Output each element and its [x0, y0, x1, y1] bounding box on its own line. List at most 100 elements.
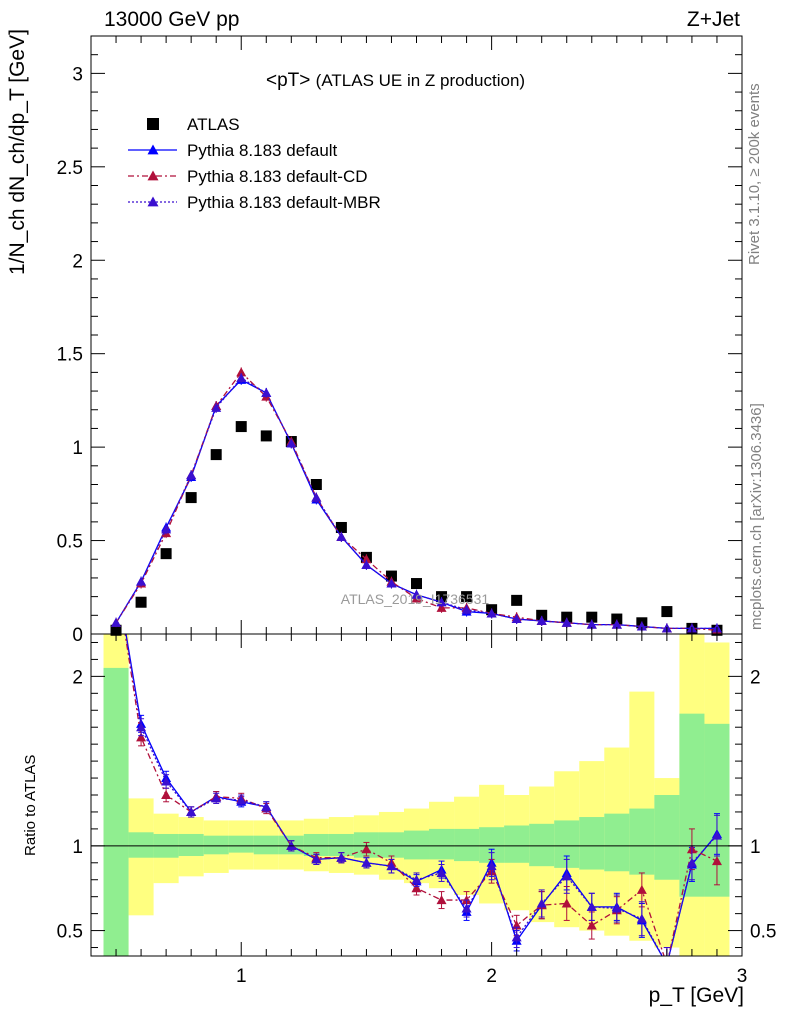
- y-tick-label-ratio: 1: [72, 837, 83, 858]
- atlas-data-point: [511, 594, 523, 606]
- atlas-data-point: [335, 521, 347, 533]
- y-tick-label-ratio-right: 2: [750, 667, 761, 688]
- main-subtitle: (ATLAS UE in Z production): [315, 71, 526, 90]
- ratio-series-point-2: [561, 871, 572, 881]
- main-series-point-3: [261, 387, 272, 397]
- ratio-series-point-2: [236, 795, 247, 805]
- main-series-point-3: [511, 614, 522, 624]
- beam-label: 13000 GeV pp: [104, 8, 240, 31]
- main-series-point-3: [186, 470, 197, 480]
- legend-label: Pythia 8.183 default-CD: [187, 167, 368, 186]
- ratio-series-point-2: [261, 801, 272, 811]
- ratio-series-point-2: [636, 913, 647, 923]
- band-1sigma-bin-5: [228, 835, 254, 853]
- ratio-series-point-1: [411, 883, 422, 893]
- ratio-series-point-0: [662, 959, 672, 968]
- legend-label: ATLAS: [187, 115, 240, 134]
- y-tick-label-main: 1.5: [57, 345, 83, 366]
- atlas-data-point: [611, 613, 623, 625]
- main-series-point-3: [486, 608, 497, 618]
- band-1sigma-bin-21: [629, 808, 655, 875]
- band-1sigma-bin-16: [504, 825, 530, 863]
- main-series-point-2: [236, 367, 247, 377]
- ratio-series-group: [111, 570, 722, 968]
- main-series-point-3: [561, 617, 572, 627]
- mcplots-label: mcplots.cern.ch [arXiv:1306.3436]: [748, 403, 765, 630]
- atlas-data-point: [586, 611, 598, 623]
- ratio-series-point-2: [136, 722, 147, 732]
- atlas-data-point: [411, 578, 422, 590]
- atlas-data-point: [235, 421, 247, 433]
- main-series-point-3: [286, 438, 297, 448]
- main-series-group: [110, 367, 723, 636]
- main-series-point-3: [211, 402, 222, 412]
- atlas-data-point: [185, 492, 197, 504]
- ratio-uncertainty-bands: [103, 634, 730, 956]
- band-1sigma-bin-6: [253, 835, 279, 855]
- atlas-data-point: [385, 570, 397, 582]
- band-1sigma-bin-20: [604, 813, 630, 872]
- ratio-series-point-0: [111, 570, 121, 579]
- main-plot-title: <pT> (ATLAS UE in Z production): [266, 70, 525, 92]
- ratio-series-point-2: [662, 959, 672, 968]
- band-1sigma-bin-22: [654, 795, 680, 880]
- band-1sigma-bin-8: [303, 833, 329, 857]
- y-tick-label-main: 2: [72, 251, 83, 272]
- y-axis-label-ratio: Ratio to ATLAS: [22, 755, 39, 856]
- y-axis-label-main-text: 1/N_ch dN_ch/dp_T [GeV]: [6, 29, 29, 275]
- x-tick-label: 3: [737, 966, 748, 987]
- main-series-point-3: [136, 576, 147, 586]
- ratio-series-point-1: [586, 920, 597, 930]
- band-1sigma-bin-9: [328, 833, 354, 857]
- band-1sigma-bin-14: [454, 828, 480, 862]
- rivet-version-label: Rivet 3.1.10, ≥ 200k events: [746, 83, 763, 265]
- band-1sigma-bin-4: [203, 835, 229, 855]
- legend-label: Pythia 8.183 default-MBR: [187, 193, 381, 212]
- y-tick-label-main: 0: [72, 625, 83, 646]
- y-axis-label-main: 1/N_ch dN_ch/dp_T [GeV]: [6, 29, 30, 275]
- atlas-data-point: [135, 596, 147, 608]
- main-series-point-3: [161, 524, 172, 534]
- ratio-series-point-2: [311, 854, 322, 864]
- atlas-data-point: [436, 591, 448, 603]
- ratio-series-point-2: [161, 776, 172, 786]
- process-label: Z+Jet: [686, 8, 740, 31]
- y-tick-label-main: 0.5: [57, 532, 83, 553]
- main-series-point-3: [611, 619, 622, 629]
- ratio-series-point-2: [411, 874, 422, 884]
- x-axis-label-text: p_T [GeV]: [648, 984, 744, 1007]
- ratio-series-point-1: [361, 844, 372, 854]
- main-series-point-3: [436, 597, 447, 607]
- ratio-series-point-2: [486, 861, 497, 871]
- x-tick-label: 1: [236, 966, 247, 987]
- ratio-series-point-2: [511, 932, 522, 942]
- atlas-data-point: [260, 430, 272, 442]
- ratio-series-point-2: [711, 830, 722, 840]
- y-tick-label-ratio: 0.5: [57, 922, 83, 943]
- y-tick-label-main: 3: [72, 64, 83, 85]
- atlas-data-point: [561, 611, 573, 623]
- y-axis-label-ratio-text: Ratio to ATLAS: [22, 754, 39, 856]
- ratio-series-point-1: [111, 570, 121, 579]
- atlas-data-point: [661, 606, 673, 618]
- ratio-series-point-2: [461, 903, 472, 913]
- main-series-point-3: [411, 589, 422, 599]
- legend-marker: [147, 196, 159, 207]
- band-1sigma-bin-13: [429, 828, 455, 860]
- band-1sigma-bin-17: [529, 823, 555, 867]
- ratio-series-point-2: [361, 857, 372, 867]
- ratio-series-point-1: [561, 898, 572, 908]
- main-title: <pT>: [266, 70, 311, 91]
- tick-labels: 1 2 3 0 0.5 1 1.5 2 2.5 3 0.5 0.5 1 1 2 2: [57, 64, 777, 987]
- main-series-point-3: [636, 621, 647, 631]
- main-series-point-3: [386, 578, 397, 588]
- y-tick-label-ratio-right: 0.5: [750, 922, 776, 943]
- main-series-point-2: [361, 554, 372, 564]
- axis-ticks: [90, 35, 743, 956]
- legend-marker-atlas: [147, 118, 159, 130]
- ratio-series-point-2: [586, 901, 597, 911]
- main-series-point-3: [311, 492, 322, 502]
- ratio-series-point-2: [386, 861, 397, 871]
- ratio-series-point-2: [536, 898, 547, 908]
